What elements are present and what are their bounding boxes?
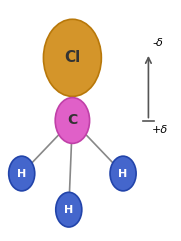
Circle shape bbox=[55, 98, 90, 143]
Text: -δ: -δ bbox=[152, 38, 163, 48]
Text: H: H bbox=[17, 168, 26, 179]
Text: C: C bbox=[67, 114, 77, 127]
Circle shape bbox=[9, 156, 35, 191]
Text: Cl: Cl bbox=[64, 50, 81, 65]
Text: +δ: +δ bbox=[152, 125, 168, 135]
Text: H: H bbox=[64, 205, 73, 215]
Circle shape bbox=[43, 19, 101, 96]
Circle shape bbox=[110, 156, 136, 191]
Circle shape bbox=[56, 192, 82, 227]
Text: H: H bbox=[118, 168, 128, 179]
